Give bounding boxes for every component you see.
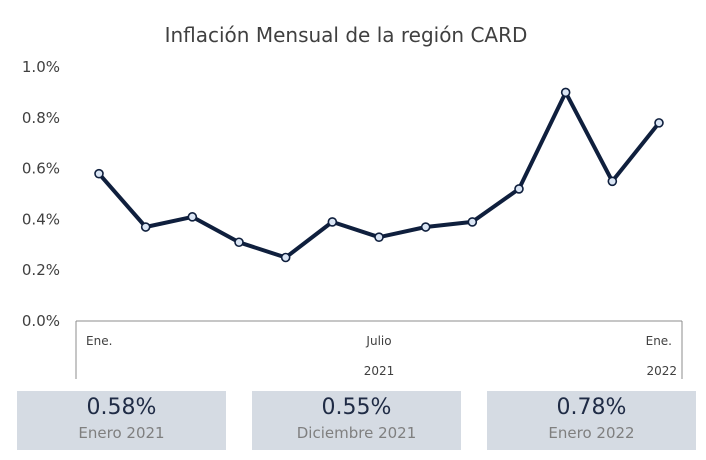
summary-card-label: Diciembre 2021: [296, 424, 417, 442]
summary-card-diciembre-2021: 0.55% Diciembre 2021: [252, 391, 461, 450]
y-tick-label: 1.0%: [22, 58, 60, 76]
data-point: [94, 168, 104, 179]
summary-card-value: 0.58%: [86, 395, 157, 420]
summary-card-enero-2021: 0.58% Enero 2021: [17, 391, 226, 450]
data-points: [94, 87, 664, 263]
summary-card-enero-2022: 0.78% Enero 2022: [487, 391, 696, 450]
inflation-line-chart: Inflación Mensual de la región CARD 0.0%…: [22, 23, 683, 379]
y-tick-label: 0.4%: [22, 210, 60, 228]
y-tick-label: 0.2%: [22, 261, 60, 279]
data-point: [140, 222, 151, 232]
data-point: [467, 217, 478, 227]
x-tick-label: Ene.: [86, 334, 112, 348]
x-tick-label: Ene.: [646, 334, 672, 348]
x-group-label: 2022: [646, 364, 677, 378]
y-axis: 0.0% 0.2% 0.4% 0.6% 0.8% 1.0%: [22, 58, 60, 330]
data-point: [420, 222, 431, 232]
x-axis-labels: Ene. Julio Ene. 2021 2022: [86, 334, 677, 378]
data-point: [327, 217, 338, 227]
summary-card-value: 0.78%: [556, 395, 627, 420]
y-tick-label: 0.6%: [22, 160, 60, 178]
x-tick-label: Julio: [365, 334, 391, 348]
data-point: [514, 184, 524, 194]
data-point: [234, 237, 244, 248]
data-point: [654, 118, 664, 128]
chart-title: Inflación Mensual de la región CARD: [165, 23, 528, 47]
data-point: [607, 176, 618, 187]
summary-card-label: Enero 2022: [548, 424, 635, 442]
data-point: [280, 252, 291, 263]
summary-card-value: 0.55%: [321, 395, 392, 420]
y-tick-label: 0.8%: [22, 109, 60, 127]
data-point: [187, 212, 198, 222]
x-group-label: 2021: [364, 364, 395, 378]
data-point: [560, 87, 571, 98]
summary-card-label: Enero 2021: [78, 424, 165, 442]
data-point: [374, 232, 384, 242]
y-tick-label: 0.0%: [22, 312, 60, 330]
